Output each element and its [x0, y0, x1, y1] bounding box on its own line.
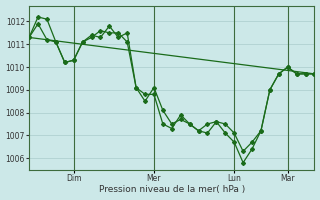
X-axis label: Pression niveau de la mer( hPa ): Pression niveau de la mer( hPa )	[99, 185, 245, 194]
